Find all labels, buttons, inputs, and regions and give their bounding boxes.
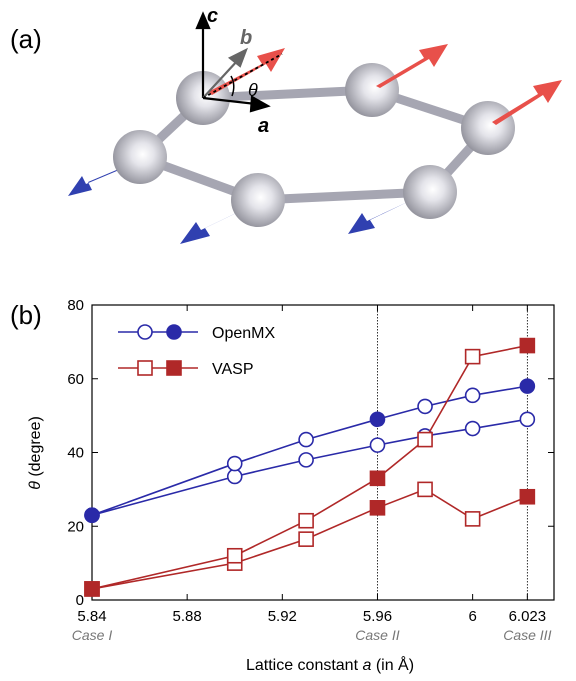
- x-axis-var: a: [362, 657, 371, 674]
- atoms: [113, 63, 515, 227]
- series-openmx-0: [84, 411, 536, 523]
- case-label: Case II: [355, 627, 399, 643]
- data-point: [226, 468, 243, 485]
- panel-label-b: (b): [10, 300, 42, 330]
- data-point: [417, 398, 433, 415]
- data-point: [464, 348, 481, 365]
- data-point: [84, 581, 100, 597]
- data-point: [226, 455, 243, 472]
- legend-entry-vasp: VASP: [118, 360, 254, 378]
- y-tick-label: 20: [67, 518, 84, 535]
- data-point: [298, 531, 314, 547]
- legend-label: VASP: [212, 361, 254, 378]
- x-tick-label: 5.88: [173, 608, 202, 625]
- legend-entry-openmx: OpenMX: [118, 324, 275, 342]
- y-axis-title: θ (degree): [27, 416, 44, 490]
- x-tick-label: 5.96: [363, 608, 392, 625]
- y-axis-ticks: 0 20 40 60 80: [67, 297, 554, 609]
- data-point: [369, 500, 386, 516]
- x-axis-title: Lattice constant a (in Å): [246, 655, 414, 674]
- crystal-axes: [195, 11, 283, 113]
- y-tick-label: 80: [67, 297, 84, 314]
- legend-marker-open: [137, 324, 153, 340]
- legend-marker-filled: [166, 324, 182, 340]
- data-point: [369, 470, 386, 487]
- data-point: [417, 431, 433, 448]
- legend: OpenMX VASP: [118, 324, 275, 378]
- y-axis-unit: (degree): [27, 416, 44, 481]
- y-axis-var: θ: [27, 481, 44, 490]
- x-tick-label: 6: [468, 608, 476, 625]
- data-point: [369, 411, 386, 428]
- data-point: [298, 452, 314, 468]
- spin-arrows-down: [68, 160, 420, 244]
- series-vasp-3: [84, 337, 536, 597]
- axis-label-b: b: [240, 27, 252, 49]
- spin-arrows-up: [208, 44, 562, 125]
- axis-label-c: c: [207, 5, 218, 27]
- x-tick-label: 5.84: [77, 608, 106, 625]
- legend-marker-filled: [166, 360, 182, 376]
- data-point: [369, 437, 386, 453]
- data-point: [464, 387, 481, 404]
- x-tick-label: 6.023: [509, 608, 547, 625]
- x-axis-ticks: 5.84 5.88 5.92 5.96 6 6.023: [77, 305, 546, 625]
- axis-label-a: a: [258, 115, 269, 137]
- data-point: [298, 512, 314, 529]
- x-tick-label: 5.92: [268, 608, 297, 625]
- data-series: [84, 337, 536, 597]
- data-point: [226, 547, 243, 564]
- panel-label-a: (a): [10, 24, 42, 54]
- data-point: [464, 420, 481, 437]
- case-label: Case III: [503, 627, 551, 643]
- x-axis-suffix: (in Å): [371, 655, 414, 674]
- spin-structure-illustration: c b a θ: [68, 5, 562, 244]
- data-point: [519, 411, 536, 428]
- data-point: [519, 337, 536, 354]
- series-line: [91, 344, 528, 590]
- angle-label-theta: θ: [248, 80, 258, 100]
- legend-label: OpenMX: [212, 325, 275, 342]
- plot-area-border: [91, 304, 555, 601]
- data-point: [298, 431, 314, 448]
- y-tick-label: 0: [76, 592, 84, 609]
- y-tick-label: 60: [67, 371, 84, 388]
- data-point: [464, 511, 481, 527]
- series-line: [91, 385, 528, 516]
- data-point: [84, 507, 100, 523]
- plot-frame: [91, 304, 555, 601]
- data-point: [417, 481, 433, 498]
- x-axis-prefix: Lattice constant: [246, 657, 363, 674]
- y-tick-label: 40: [67, 445, 84, 462]
- case-label: Case I: [72, 627, 113, 643]
- case-labels: Case I Case II Case III: [72, 627, 552, 643]
- legend-marker-open: [137, 360, 153, 376]
- series-openmx-1: [84, 378, 536, 523]
- case-reference-lines: [377, 305, 528, 600]
- data-point: [519, 378, 536, 394]
- data-point: [519, 488, 536, 505]
